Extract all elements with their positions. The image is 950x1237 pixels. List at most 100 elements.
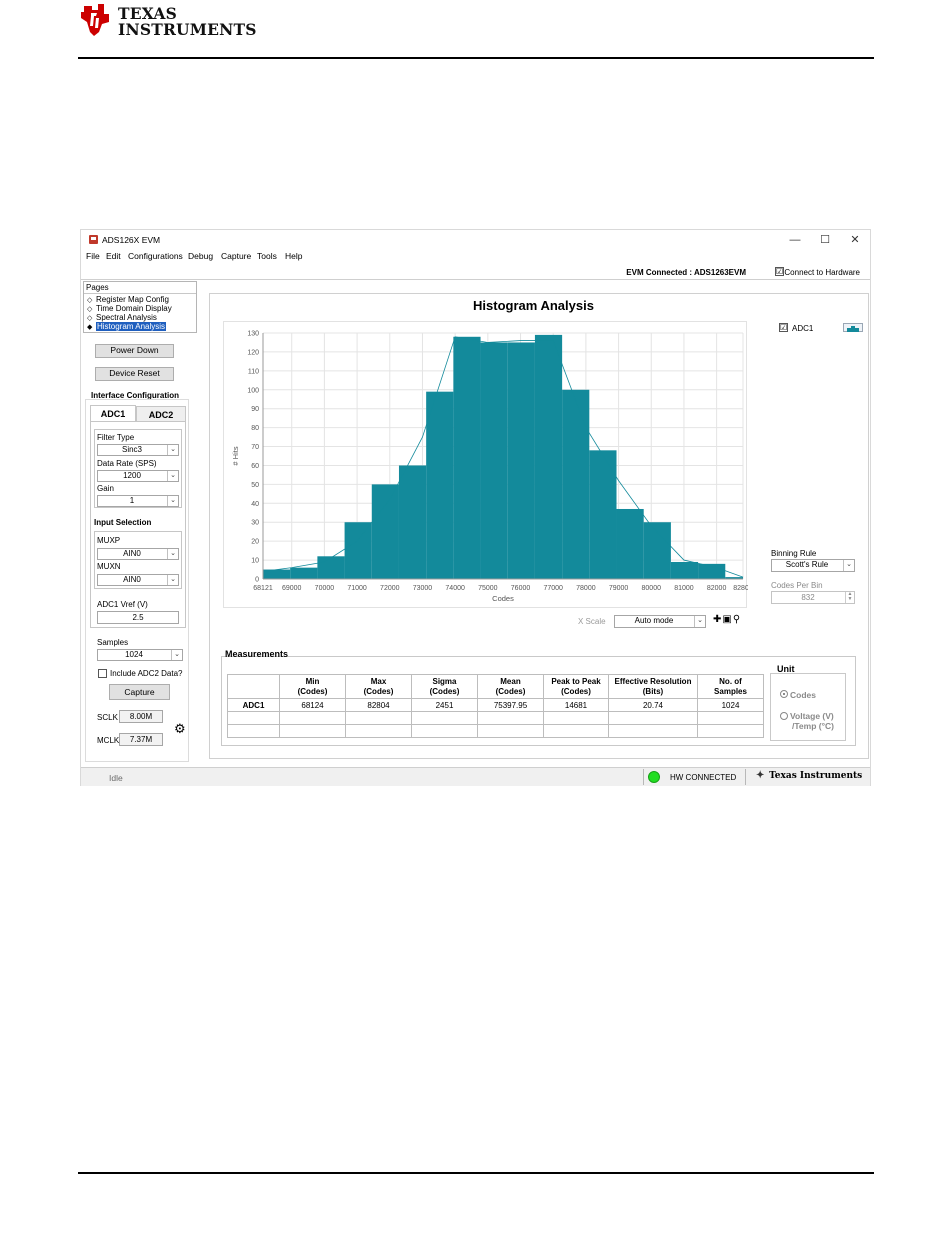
pages-title: Pages xyxy=(86,283,109,292)
ti-brand-text: TEXAS INSTRUMENTS xyxy=(118,6,257,38)
samples-label: Samples xyxy=(97,638,129,647)
title-bar: ADS126X EVM — ☐ ✕ xyxy=(81,230,870,250)
histogram-bar xyxy=(698,563,726,579)
y-tick-label: 20 xyxy=(251,539,259,546)
binning-rule-label: Binning Rule xyxy=(771,549,817,558)
x-tick-label: 71000 xyxy=(347,585,367,592)
close-button[interactable]: ✕ xyxy=(850,234,860,246)
minimize-button[interactable]: — xyxy=(789,234,801,246)
y-tick-label: 60 xyxy=(251,463,259,470)
data-rate-label: Data Rate (SPS) xyxy=(97,459,157,468)
table-row-empty xyxy=(227,724,764,738)
legend-style-icon[interactable] xyxy=(843,323,863,332)
chevron-down-icon: ⌄ xyxy=(167,471,178,481)
effective-resolution-value: 20.74 xyxy=(608,698,698,712)
y-tick-label: 40 xyxy=(251,501,259,508)
histogram-bar xyxy=(725,577,743,579)
x-tick-label: 79000 xyxy=(609,585,629,592)
muxn-select[interactable]: AIN0 ⌄ xyxy=(97,574,179,586)
binning-rule-select[interactable]: Scott's Rule ⌄ xyxy=(771,559,855,572)
menu-debug[interactable]: Debug xyxy=(188,251,214,261)
x-tick-label: 72000 xyxy=(380,585,400,592)
samples-value: 1024 xyxy=(125,650,143,659)
header-mean: Mean (Codes) xyxy=(477,674,544,699)
input-selection-title: Input Selection xyxy=(94,518,152,527)
menu-help[interactable]: Help xyxy=(285,251,303,261)
page-item-label: Time Domain Display xyxy=(96,304,172,313)
histogram-chart[interactable]: 0 10 20 30 40 50 60 70 80 90 100 110 120 130 68121 6900… xyxy=(223,321,748,608)
page-item-register-map[interactable]: ◇ Register Map Config xyxy=(87,295,169,305)
connect-hardware-checkbox[interactable]: ☑ xyxy=(775,267,784,276)
page-item-time-domain[interactable]: ◇ Time Domain Display xyxy=(87,304,172,314)
muxp-label: MUXP xyxy=(97,536,121,545)
x-tick-label: 75000 xyxy=(478,585,498,592)
data-rate-select[interactable]: 1200 ⌄ xyxy=(97,470,179,482)
y-tick-label: 120 xyxy=(247,349,259,356)
x-tick-label: 73000 xyxy=(413,585,433,592)
capture-button[interactable]: Capture xyxy=(109,684,170,700)
menu-file[interactable]: File xyxy=(86,251,100,261)
unit-codes-radio[interactable] xyxy=(780,690,788,698)
codes-per-bin-input: 832 ▲ ▼ xyxy=(771,591,855,604)
x-tick-label: 80000 xyxy=(642,585,662,592)
power-down-button[interactable]: Power Down xyxy=(95,344,174,358)
vref-input[interactable]: 2.5 xyxy=(97,611,179,624)
tab-adc2[interactable]: ADC2 xyxy=(136,406,186,422)
include-adc2-checkbox[interactable] xyxy=(98,669,107,678)
gear-icon[interactable]: ⚙ xyxy=(174,721,186,736)
sclk-value: 8.00M xyxy=(119,710,163,723)
status-separator xyxy=(643,769,644,785)
menu-bar: File Edit Configurations Debug Capture T… xyxy=(81,250,870,263)
x-tick-label: 74000 xyxy=(445,585,465,592)
interface-config-title: Interface Configuration xyxy=(91,391,180,400)
device-reset-button[interactable]: Device Reset xyxy=(95,367,174,381)
status-separator xyxy=(745,769,746,785)
filter-type-select[interactable]: Sinc3 ⌄ xyxy=(97,444,179,456)
header-peak-to-peak: Peak to Peak (Codes) xyxy=(543,674,609,699)
menu-edit[interactable]: Edit xyxy=(106,251,121,261)
chevron-down-icon: ⌄ xyxy=(694,616,705,627)
menu-tools[interactable]: Tools xyxy=(257,251,277,261)
page-item-spectral[interactable]: ◇ Spectral Analysis xyxy=(87,313,157,323)
row-label: ADC1 xyxy=(227,698,280,712)
hollow-diamond-icon: ◇ xyxy=(87,315,93,322)
histogram-bar xyxy=(643,522,671,579)
histogram-bar xyxy=(317,556,345,579)
histogram-bar xyxy=(398,465,427,579)
x-tick-label: 69000 xyxy=(282,585,302,592)
footer-rule xyxy=(78,1172,874,1174)
menu-configurations[interactable]: Configurations xyxy=(128,251,183,261)
x-scale-select[interactable]: Auto mode ⌄ xyxy=(614,615,706,628)
window-title: ADS126X EVM xyxy=(102,235,161,245)
peak-to-peak-value: 14681 xyxy=(543,698,609,712)
histogram-bar xyxy=(480,342,508,579)
mean-value: 75397.95 xyxy=(477,698,544,712)
brand-line-1: TEXAS xyxy=(118,4,178,23)
table-row-empty xyxy=(227,711,764,725)
chevron-down-icon: ⌄ xyxy=(843,560,854,571)
brand-line-2: INSTRUMENTS xyxy=(118,20,257,39)
menu-capture[interactable]: Capture xyxy=(221,251,252,261)
x-tick-label: 82807 xyxy=(733,585,748,592)
x-scale-value: Auto mode xyxy=(634,616,674,625)
tab-adc1[interactable]: ADC1 xyxy=(90,405,136,421)
gain-select[interactable]: 1 ⌄ xyxy=(97,495,179,507)
adc1-legend-checkbox[interactable]: ☑ xyxy=(779,323,788,332)
histogram-bar xyxy=(426,391,454,579)
unit-voltage-radio[interactable] xyxy=(780,712,788,720)
measurements-title: Measurements xyxy=(225,649,289,659)
muxp-select[interactable]: AIN0 ⌄ xyxy=(97,548,179,560)
mclk-value: 7.37M xyxy=(119,733,163,746)
graph-tools[interactable]: ✚▣⚲ xyxy=(713,614,742,625)
page-item-histogram[interactable]: ◆ Histogram Analysis xyxy=(87,322,167,332)
fit-curve-line xyxy=(262,336,744,578)
samples-select[interactable]: 1024 ⌄ xyxy=(97,649,183,661)
max-value: 82804 xyxy=(345,698,412,712)
histogram-bar xyxy=(371,484,399,579)
measurements-table: Min (Codes) Max (Codes) Sigma (Codes) Mean(… xyxy=(227,674,764,738)
status-bar: Idle HW CONNECTED ✦ Texas Instruments xyxy=(81,767,870,786)
maximize-button[interactable]: ☐ xyxy=(820,234,830,246)
page-item-label: Register Map Config xyxy=(96,295,169,304)
chevron-down-icon: ⌄ xyxy=(171,650,182,660)
data-rate-value: 1200 xyxy=(123,471,141,480)
